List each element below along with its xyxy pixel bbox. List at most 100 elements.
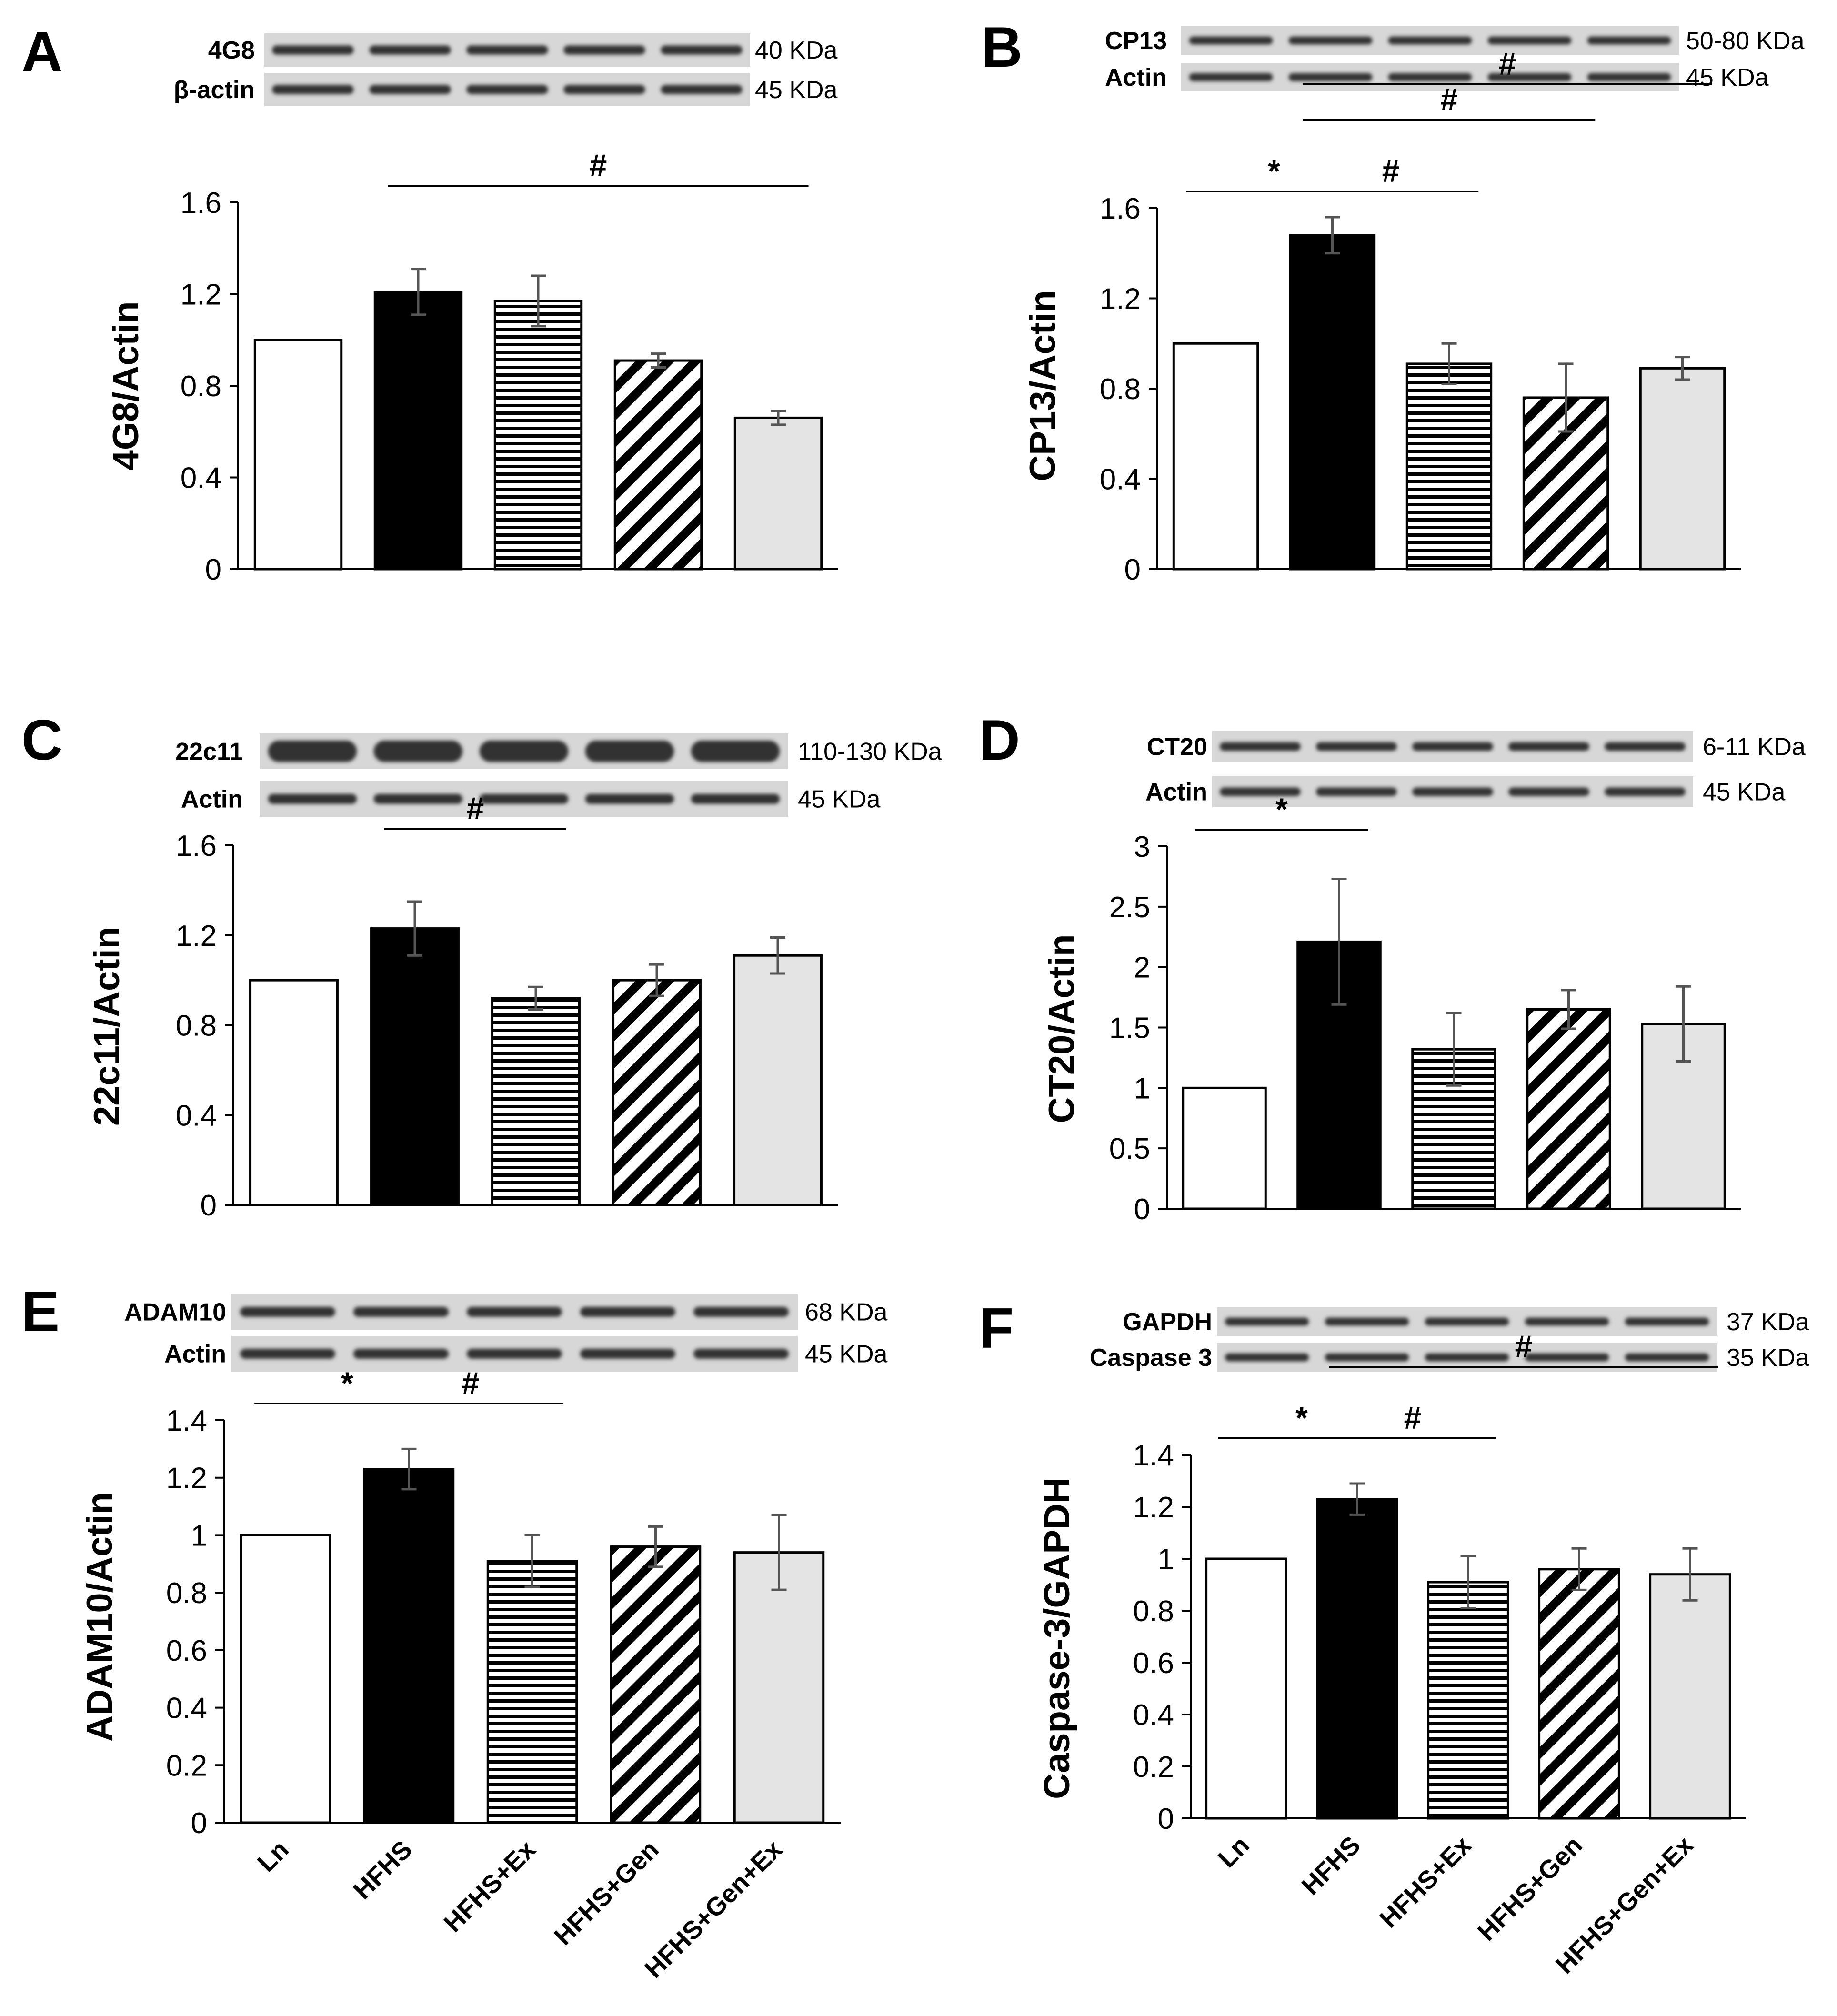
bar [733,1551,825,1824]
blot-band [479,794,569,804]
blot-band [661,45,743,55]
blot-band [563,85,645,94]
y-tick-label: 1.2 [181,279,221,311]
significance-markers: # [388,148,809,187]
error-bar [1676,985,1691,1063]
bar-group [253,339,343,571]
error-bar [1441,342,1457,386]
blot-kda: 45 KDa [1686,64,1769,91]
bars [240,1447,825,1824]
bar-group [240,1534,331,1824]
blot-label: 22c11 [175,738,243,766]
bar [486,1560,578,1824]
blot-kda: 6-11 KDa [1703,733,1806,761]
blot-band [1288,36,1373,45]
blot-label: CP13 [1105,27,1167,55]
axes: 0 0.2 0.4 0.6 0.8 1 1.2 1.4 [1133,1439,1746,1835]
blot-band [563,45,645,55]
bar [249,979,339,1206]
blot-band [1412,742,1493,751]
bar [253,339,343,571]
bar-group [1526,989,1611,1210]
blot-strip: CP13 50-80 KDa [1105,26,1805,55]
blot-band [1288,73,1373,81]
error-bar [771,1514,787,1591]
blot-band [240,1349,335,1359]
significance-symbol: # [462,1365,480,1401]
bar [610,1545,702,1824]
blot-band [272,45,354,55]
blot-band [1487,73,1572,81]
y-tick-label: 1 [191,1519,207,1552]
significance-symbol: # [1515,1329,1533,1364]
blot-band [1508,787,1589,796]
y-tick-label: 1.6 [181,187,221,220]
y-tick-label: 1.6 [176,830,217,863]
bar [612,979,702,1206]
blot-band [693,1349,789,1359]
y-axis-label: 22c11/Actin [87,927,127,1126]
blot-strip: Actin 45 KDa [1105,63,1769,91]
blot-strip: Actin 45 KDa [164,1336,888,1372]
blot-band [353,1307,449,1317]
y-tick-label: 0.8 [1100,373,1141,406]
blot-band [1325,1317,1409,1326]
significance-markers: * [1195,792,1368,831]
blot-strip: Actin 45 KDa [181,781,881,817]
significance-symbol: # [1404,1400,1422,1435]
y-axis-label: CT20/Actin [1042,934,1082,1123]
bars [1182,877,1726,1210]
significance-symbol: * [341,1365,353,1401]
y-tick-label: 0.2 [166,1749,207,1782]
bar-group [613,352,703,571]
bar [1639,367,1726,571]
error-bar [1561,989,1576,1030]
y-tick-label: 3 [1134,831,1150,863]
significance-markers: * # # [1218,1329,1718,1439]
bar-group [733,410,823,571]
blot-band [1388,73,1472,81]
blot-band [466,85,548,94]
blot-band [1189,73,1273,81]
y-axis-label: 4G8/Actin [106,301,146,471]
bar-group [1641,985,1726,1210]
blot-band [268,794,357,804]
error-bar [1558,362,1574,433]
blot-kda: 45 KDa [755,76,838,104]
blot-label: Actin [1105,64,1167,91]
panel-letter: B [981,15,1023,79]
blot-band [1220,742,1301,751]
significance-symbol: # [1499,46,1516,81]
blot-label: ADAM10 [124,1299,226,1326]
blot-band [1525,1353,1609,1362]
blot-kda: 50-80 KDa [1686,27,1805,55]
bars [249,900,823,1206]
bar [1205,1557,1287,1820]
bar-group [1411,1012,1496,1210]
y-tick-label: 0 [201,1189,217,1222]
bar [491,997,581,1206]
blot-strip: β-actin 45 KDa [174,73,838,106]
bar-group [370,900,460,1206]
blot-band [466,45,548,55]
blot-kda: 35 KDa [1727,1344,1809,1372]
blot-band [268,741,357,762]
blot-label: Caspase 3 [1090,1344,1212,1372]
error-bar [528,985,543,1011]
bar [1526,1008,1611,1210]
bar-group [1296,877,1382,1210]
blot-strip: 22c11 110-130 KDa [175,733,942,769]
bar [1538,1568,1620,1820]
y-tick-label: 0.2 [1133,1751,1174,1784]
blot-kda: 37 KDa [1727,1308,1809,1336]
blot-band [1220,787,1301,796]
blot-strip: GAPDH 37 KDa [1123,1307,1809,1336]
blot-strip: Actin 45 KDa [1145,776,1786,807]
x-tick-label: HFHS+Ex [1375,1831,1477,1933]
axes: 0 0.4 0.8 1.2 1.6 [181,187,838,586]
y-tick-label: 0.8 [176,1010,217,1043]
error-bar [771,410,786,426]
